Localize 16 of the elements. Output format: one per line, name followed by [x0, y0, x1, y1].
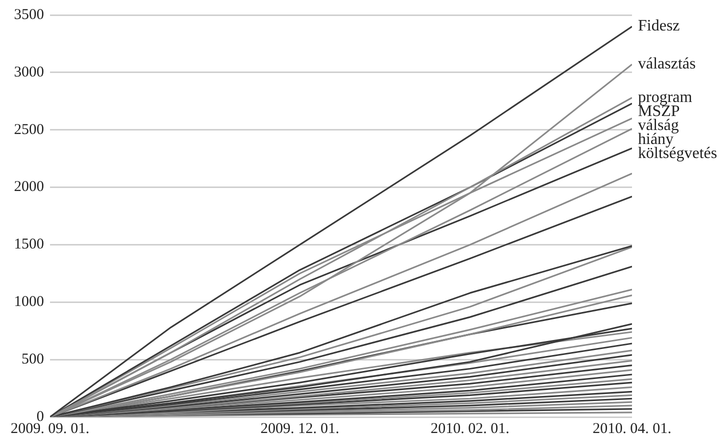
series-label: Fidesz: [638, 18, 680, 35]
y-tick-label: 2500: [14, 122, 44, 138]
x-tick-label: 2009. 12. 01.: [260, 420, 340, 437]
y-tick-label: 1000: [14, 294, 44, 310]
series-label: költségvetés: [638, 144, 718, 162]
series-label: választás: [638, 56, 696, 73]
x-tick-label: 2009. 09. 01.: [10, 420, 90, 437]
series-label: program: [638, 88, 693, 106]
series-label: válság: [638, 116, 679, 134]
y-tick-label: 3500: [14, 6, 44, 23]
y-tick-label: 2000: [14, 179, 44, 196]
y-tick-label: 1500: [14, 236, 44, 253]
y-tick-label: 500: [22, 352, 44, 368]
x-tick-label: 2010. 02. 01.: [430, 420, 510, 437]
x-tick-label: 2010. 04. 01.: [592, 420, 672, 437]
y-tick-label: 3000: [14, 64, 44, 80]
